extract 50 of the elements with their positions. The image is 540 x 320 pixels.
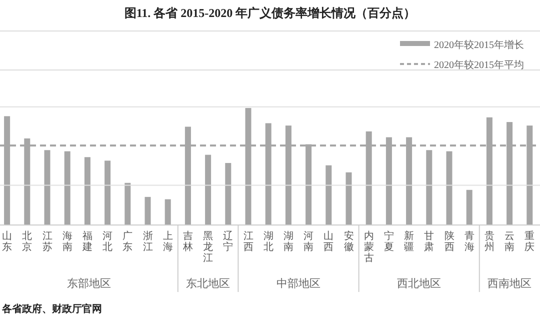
x-tick-label: 河北: [102, 230, 113, 253]
legend-label: 2020年较2015年平均: [434, 59, 524, 71]
x-tick-label: 安徽: [344, 230, 354, 253]
bar: [84, 157, 90, 225]
text: 东部地区: [66, 277, 111, 290]
text: 各省政府、财政厅官网: [1, 303, 102, 315]
x-tick-label: 宁夏: [384, 230, 394, 253]
bar: [426, 150, 432, 225]
x-tick-label: 北京: [22, 230, 32, 253]
x-tick-label: 新疆: [404, 230, 414, 253]
x-tick-label: 重庆: [524, 230, 535, 253]
x-tick-label: 上海: [162, 230, 173, 253]
bar: [44, 150, 50, 225]
bar: [446, 151, 452, 225]
bar: [466, 190, 472, 225]
x-tick-label: 吉林: [182, 230, 193, 253]
bar: [205, 154, 212, 225]
bar: [64, 151, 70, 225]
x-tick-label: 海南: [62, 230, 72, 253]
x-tick-label: 贵州: [484, 230, 494, 253]
bar: [326, 165, 332, 225]
x-tick-label: 江西: [243, 230, 254, 253]
x-tick-label: 甘肃: [424, 230, 434, 253]
bar: [164, 199, 171, 225]
x-tick-label: 山东: [2, 230, 12, 253]
bar: [124, 182, 131, 225]
text: 西北地区: [397, 277, 442, 290]
x-tick-label: 江苏: [42, 230, 52, 253]
x-tick-label: 湖南: [283, 230, 294, 253]
x-tick-label: 辽宁: [223, 230, 234, 253]
text: 东北地区: [186, 277, 230, 290]
text: 中部地区: [276, 277, 320, 290]
bar: [225, 162, 232, 225]
x-tick-label: 陕西: [444, 230, 454, 253]
chart-title: 图11. 各省 2015-2020 年广义债务率增长情况（百分点）: [124, 6, 416, 20]
x-tick-label: 黑龙江: [203, 231, 214, 264]
bar: [104, 160, 111, 225]
x-tick-label: 河南: [304, 230, 314, 253]
x-tick-label: 山西: [324, 230, 334, 253]
x-tick-label: 湖北: [263, 230, 274, 253]
legend-label: 2020年较2015年增长: [434, 39, 524, 51]
x-tick-label: 广东: [122, 230, 133, 253]
text: 西南地区: [488, 277, 532, 290]
bar: [144, 196, 151, 225]
x-tick-label: 青海: [464, 230, 474, 253]
x-tick-label: 福建: [81, 230, 92, 253]
x-tick-label: 内蒙古: [364, 230, 374, 264]
x-tick-label: 浙江: [142, 230, 153, 253]
bar: [346, 172, 352, 225]
x-tick-label: 云南: [504, 231, 515, 253]
